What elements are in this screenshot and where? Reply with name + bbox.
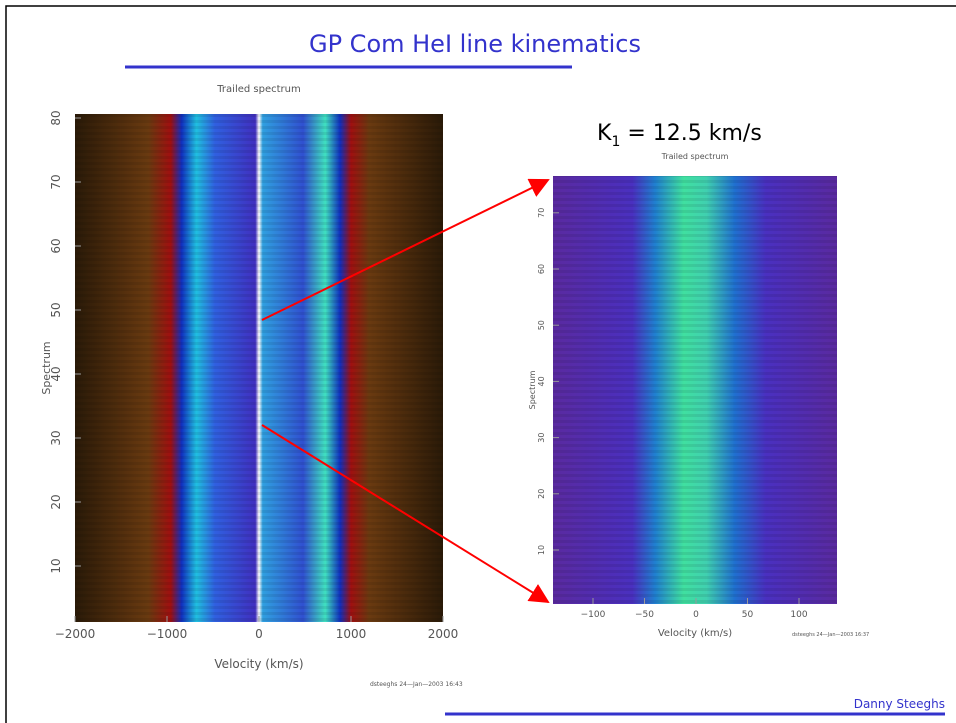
slide: GP Com HeI line kinematics Trailed spect…: [0, 0, 956, 723]
y-tick-label: 20: [49, 494, 63, 509]
y-tick-label: 50: [537, 320, 546, 330]
y-tick-label: 30: [49, 430, 63, 445]
x-tick-label: −1000: [147, 627, 188, 641]
k1-annotation: K1 = 12.5 km/s: [597, 121, 762, 150]
panel-title: Trailed spectrum: [216, 84, 300, 95]
x-axis-label: Velocity (km/s): [658, 628, 732, 639]
y-tick-label: 10: [537, 545, 546, 555]
timestamp: dsteeghs 24—Jan—2003 16:43: [370, 681, 463, 688]
x-tick-label: 1000: [336, 627, 367, 641]
y-tick-label: 70: [537, 208, 546, 218]
x-axis-label: Velocity (km/s): [214, 657, 303, 671]
x-tick-label: 100: [790, 610, 807, 620]
y-tick-label: 70: [49, 174, 63, 189]
x-tick-label: −100: [581, 610, 606, 620]
footer-author: Danny Steeghs: [854, 697, 945, 711]
y-tick-label: 30: [537, 433, 546, 443]
y-tick-label: 80: [49, 110, 63, 125]
subscript: 1: [611, 134, 620, 150]
x-tick-label: 2000: [428, 627, 459, 641]
slide-title: GP Com HeI line kinematics: [309, 30, 641, 58]
x-tick-label: −50: [635, 610, 654, 620]
value-text: = 12.5 km/s: [620, 121, 761, 146]
symbol: K: [597, 121, 612, 146]
right-spectrum-texture: [553, 176, 837, 604]
y-tick-label: 20: [537, 489, 546, 499]
x-tick-label: 0: [255, 627, 263, 641]
x-tick-label: 50: [742, 610, 754, 620]
y-axis-label: Spectrum: [528, 370, 537, 409]
y-tick-label: 40: [49, 366, 63, 381]
x-tick-label: 0: [693, 610, 699, 620]
timestamp: dsteeghs 24—Jan—2003 16:37: [792, 632, 869, 638]
panel-title: Trailed spectrum: [661, 152, 729, 161]
y-tick-label: 40: [537, 376, 546, 386]
y-tick-label: 10: [49, 558, 63, 573]
left-spectrum-texture: [75, 114, 443, 622]
y-tick-label: 60: [49, 238, 63, 253]
y-tick-label: 60: [537, 264, 546, 274]
y-tick-label: 50: [49, 302, 63, 317]
x-tick-label: −2000: [55, 627, 96, 641]
